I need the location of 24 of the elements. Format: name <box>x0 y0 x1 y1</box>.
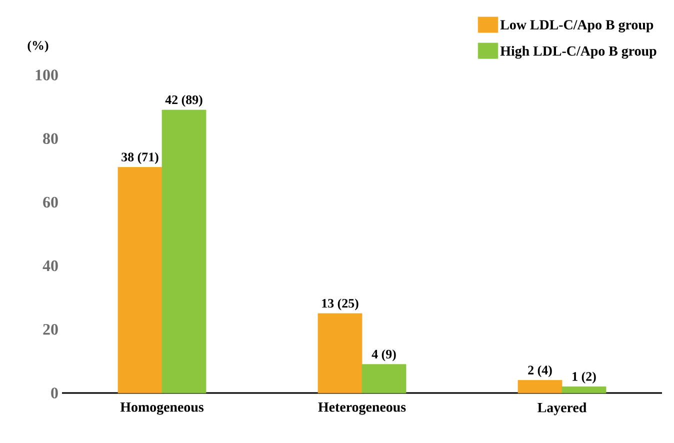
legend-label: Low LDL-C/Apo B group <box>500 20 654 32</box>
bar <box>118 167 162 394</box>
x-tick-label: Layered <box>538 402 587 416</box>
bar <box>362 364 406 394</box>
data-label: 2 (4) <box>528 365 552 378</box>
y-tick-label: 60 <box>43 196 58 208</box>
bar <box>318 313 362 394</box>
y-tick-label: 0 <box>51 388 58 398</box>
data-label: 13 (25) <box>322 298 358 310</box>
y-tick-label: 20 <box>43 324 58 335</box>
x-tick-label: Heterogeneous <box>318 402 406 415</box>
bar <box>518 380 562 394</box>
x-tick-label: Homogeneous <box>120 402 204 415</box>
legend-label: High LDL-C/Apo B group <box>500 46 656 59</box>
data-label: 4 (9) <box>372 349 396 362</box>
data-label: 38 (71) <box>122 152 158 164</box>
y-tick-label: 80 <box>43 133 58 144</box>
y-tick-label: 100 <box>36 70 58 80</box>
bar <box>162 110 206 394</box>
y-axis-title: (%) <box>28 40 48 52</box>
y-tick-label: 40 <box>42 260 58 272</box>
bar <box>562 386 606 394</box>
data-label: 1 (2) <box>572 372 596 384</box>
data-label: 42 (89) <box>165 95 202 107</box>
